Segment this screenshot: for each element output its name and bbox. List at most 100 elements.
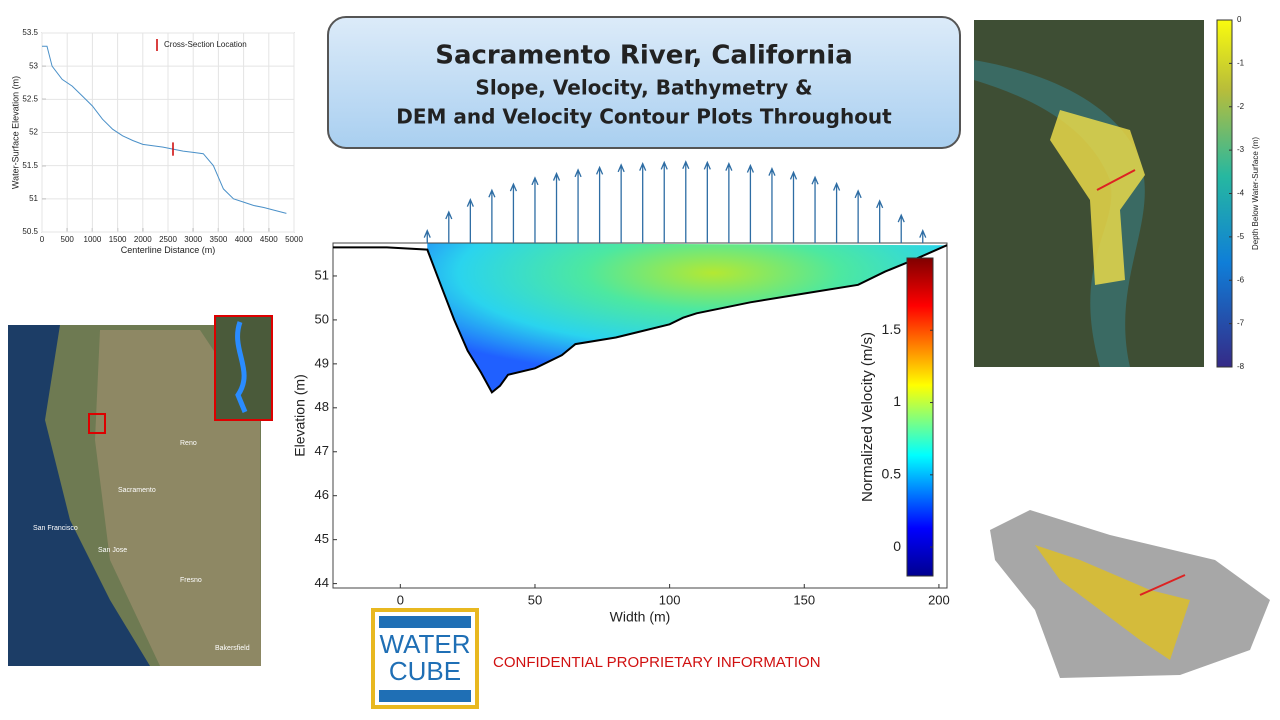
x-tick-label: 4500	[260, 235, 278, 244]
y-tick-label: 45	[315, 531, 329, 546]
y-axis-label: Elevation (m)	[292, 374, 308, 456]
colorbar-label: Normalized Velocity (m/s)	[859, 332, 876, 502]
y-tick-label: 50	[315, 311, 329, 326]
velocity-vector	[552, 171, 561, 243]
x-tick-label: 2000	[134, 235, 152, 244]
velocity-vector	[617, 163, 625, 243]
series-line	[42, 45, 287, 214]
x-tick-label: 5000	[285, 235, 303, 244]
bed-profile	[333, 244, 948, 394]
colorbar-tick-label: -1	[1237, 58, 1245, 67]
velocity-vector	[876, 199, 884, 243]
map-label: Sacramento	[118, 487, 156, 494]
x-tick-label: 3500	[210, 235, 228, 244]
y-tick-label: 49	[315, 355, 329, 370]
x-tick-label: 200	[928, 592, 950, 607]
colorbar-tick-label: -7	[1237, 319, 1245, 328]
california-map: Sacramento San Francisco San Jose Reno F…	[8, 315, 273, 666]
subtitle: Slope, Velocity, Bathymetry &	[475, 76, 812, 100]
velocity-vector	[811, 175, 819, 243]
x-tick-label: 100	[659, 592, 681, 607]
logo: WATER CUBE	[371, 608, 479, 709]
y-tick-label: 50.5	[22, 227, 38, 236]
colorbar-tick-label: -6	[1237, 275, 1245, 284]
colorbar-tick-label: 1	[893, 393, 901, 409]
y-axis-label: Water-Surface Elevation (m)	[10, 76, 20, 189]
velocity-vector	[682, 160, 690, 243]
velocity-vector	[660, 160, 668, 243]
y-tick-label: 53	[29, 61, 38, 70]
x-axis-label: Centerline Distance (m)	[121, 245, 216, 255]
velocity-vector	[768, 166, 776, 243]
velocity-vector	[488, 188, 496, 243]
x-tick-label: 2500	[159, 235, 177, 244]
y-tick-label: 47	[315, 443, 329, 458]
velocity-vector	[509, 182, 518, 243]
x-axis-label: Width (m)	[610, 609, 671, 625]
colorbar-tick-label: 0	[1237, 15, 1242, 24]
velocity-vector	[596, 165, 604, 243]
title: Sacramento River, California	[435, 41, 853, 71]
map-label: San Francisco	[33, 525, 78, 532]
notice: CONFIDENTIAL PROPRIETARY INFORMATION	[493, 654, 821, 671]
map-label: Reno	[180, 440, 197, 447]
legend-label: Cross-Section Location	[164, 40, 247, 49]
colorbar-tick-label: 0.5	[882, 466, 902, 482]
y-tick-label: 51	[29, 194, 38, 203]
logo-text: WATER	[380, 629, 471, 659]
colorbar-tick-label: -8	[1237, 362, 1245, 371]
colorbar	[906, 257, 934, 577]
velocity-vector	[854, 189, 862, 243]
colorbar-tick-label: 0	[893, 538, 901, 554]
velocity-vector	[919, 228, 927, 243]
y-tick-label: 51.5	[22, 161, 38, 170]
y-tick-label: 48	[315, 399, 329, 414]
subtitle: DEM and Velocity Contour Plots Throughou…	[396, 105, 892, 129]
colorbar-tick-label: 1.5	[882, 321, 902, 337]
velocity-vector	[746, 163, 755, 243]
y-tick-label: 52.5	[22, 94, 38, 103]
colorbar-label: Depth Below Water-Surface (m)	[1251, 137, 1260, 250]
map-label: San Jose	[98, 547, 127, 554]
velocity-vector	[897, 213, 905, 243]
x-tick-label: 3000	[184, 235, 202, 244]
velocity-contour	[427, 243, 947, 393]
dem-3d-image	[990, 510, 1270, 678]
colorbar-tick-label: -3	[1237, 145, 1245, 154]
y-tick-label: 44	[315, 575, 329, 590]
y-tick-label: 53.5	[22, 28, 38, 37]
colorbar-tick-label: -5	[1237, 232, 1245, 241]
velocity-vector	[725, 161, 733, 243]
y-tick-label: 52	[29, 128, 38, 137]
x-tick-label: 150	[793, 592, 815, 607]
velocity-vector	[466, 197, 474, 243]
velocity-vector	[703, 160, 711, 243]
velocity-vector	[531, 176, 539, 243]
x-tick-label: 0	[40, 235, 45, 244]
y-tick-label: 46	[315, 487, 329, 502]
x-tick-label: 50	[528, 592, 542, 607]
x-tick-label: 4000	[235, 235, 253, 244]
logo-text: CUBE	[389, 656, 461, 686]
velocity-vector	[574, 168, 582, 243]
title-box	[327, 16, 961, 149]
plot-area	[332, 242, 948, 589]
bathymetry-image	[974, 20, 1204, 367]
velocity-vector	[832, 181, 841, 243]
colorbar-tick-label: -2	[1237, 102, 1245, 111]
colorbar-tick-label: -4	[1237, 189, 1245, 198]
x-tick-label: 500	[61, 235, 75, 244]
velocity-vector	[445, 210, 453, 243]
chart-bg	[8, 20, 308, 265]
map-label: Fresno	[180, 577, 202, 584]
velocity-vector	[639, 161, 647, 243]
x-tick-label: 0	[397, 592, 404, 607]
x-tick-label: 1000	[84, 235, 102, 244]
velocity-vector	[789, 170, 798, 243]
x-tick-label: 1500	[109, 235, 127, 244]
velocity-vector	[423, 228, 431, 243]
map-label: Bakersfield	[215, 645, 250, 652]
y-tick-label: 51	[315, 267, 329, 282]
